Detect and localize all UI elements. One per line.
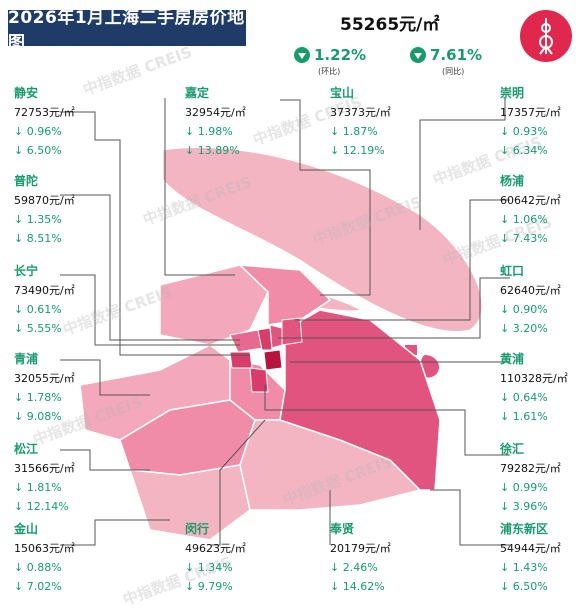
mom-value: 1.22% [314,46,367,64]
down-arrow-icon [294,47,310,63]
district-label-qingpu: 青浦 32055元/㎡ ↓ 1.78% ↓ 9.08% [14,352,75,423]
mom-label: (环比) [318,67,341,76]
district-label-fengxian: 奉贤 20179元/㎡ ↓ 2.46% ↓ 14.62% [330,522,391,593]
average-price: 55265元/㎡ [340,15,440,35]
district-label-pudong: 浦东新区 54944元/㎡ ↓ 1.43% ↓ 6.50% [500,522,561,593]
district-label-baoshan: 宝山 37373元/㎡ ↓ 1.87% ↓ 12.19% [330,86,391,157]
district-label-putuo: 普陀 59870元/㎡ ↓ 1.35% ↓ 8.51% [14,174,75,245]
yoy-value: 7.61% [430,46,483,64]
district-label-huangpu: 黄浦 110328元/㎡ ↓ 0.64% ↓ 1.61% [500,352,568,423]
district-pudong [279,309,441,491]
district-label-chongming: 崇明 17357元/㎡ ↓ 0.93% ↓ 6.34% [500,86,561,157]
district-label-changning: 长宁 73490元/㎡ ↓ 0.61% ↓ 5.55% [14,264,75,335]
district-jingan [257,327,273,351]
district-label-jingan: 静安 72753元/㎡ ↓ 0.96% ↓ 6.50% [14,86,75,157]
district-label-songjiang: 松江 31566元/㎡ ↓ 1.81% ↓ 12.14% [14,442,75,513]
yoy-label: (同比) [442,67,465,76]
down-arrow-icon [410,47,426,63]
district-chongming [162,147,483,332]
page-title: 2026年1月上海二手房房价地图 [8,8,246,53]
district-label-hongkou: 虹口 62640元/㎡ ↓ 0.90% ↓ 3.20% [500,264,561,335]
district-label-jiading: 嘉定 32954元/㎡ ↓ 1.98% ↓ 13.89% [185,86,246,157]
mom-change: 1.22% (环比) [294,46,367,76]
district-hongkou [269,324,283,349]
district-label-minhang: 闵行 49623元/㎡ ↓ 1.34% ↓ 9.79% [185,522,246,593]
tv-tower-logo-icon [520,10,572,62]
district-xuhui [249,367,269,393]
yoy-change: 7.61% (同比) [410,46,483,76]
district-label-yangpu: 杨浦 60642元/㎡ ↓ 1.06% ↓ 7.43% [500,174,561,245]
district-changning [229,351,253,369]
leader-lines [60,98,510,546]
district-yangpu [281,317,303,346]
district-label-xuhui: 徐汇 79282元/㎡ ↓ 0.99% ↓ 3.96% [500,442,561,513]
district-huangpu [263,349,283,371]
shanghai-district-map [60,98,510,546]
district-label-jinshan: 金山 15063元/㎡ ↓ 0.88% ↓ 7.02% [14,522,75,593]
island-small [420,355,439,378]
